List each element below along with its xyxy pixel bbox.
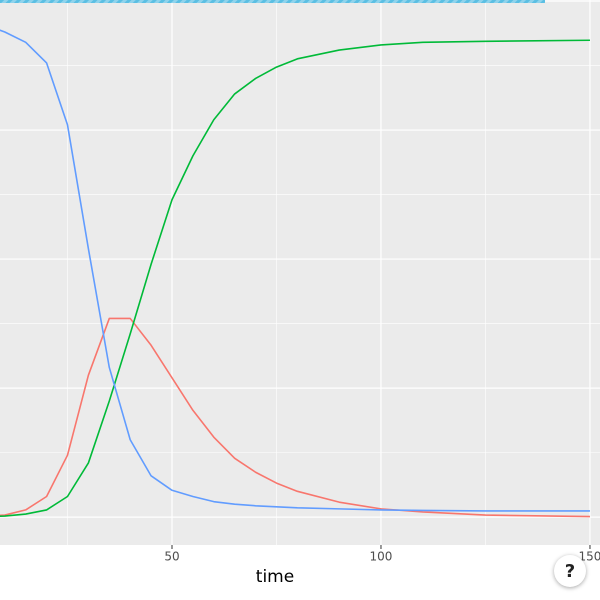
x-tick-label: 150: [579, 550, 600, 564]
x-tick-label: 50: [164, 550, 179, 564]
help-button[interactable]: ?: [554, 555, 586, 587]
panel: [0, 0, 600, 545]
x-tick-label: 100: [370, 550, 393, 564]
series-line: [0, 29, 590, 512]
x-axis-title: time: [256, 567, 294, 587]
series-line: [0, 317, 590, 518]
series-line: [0, 39, 590, 518]
progress-bar: [0, 0, 545, 3]
